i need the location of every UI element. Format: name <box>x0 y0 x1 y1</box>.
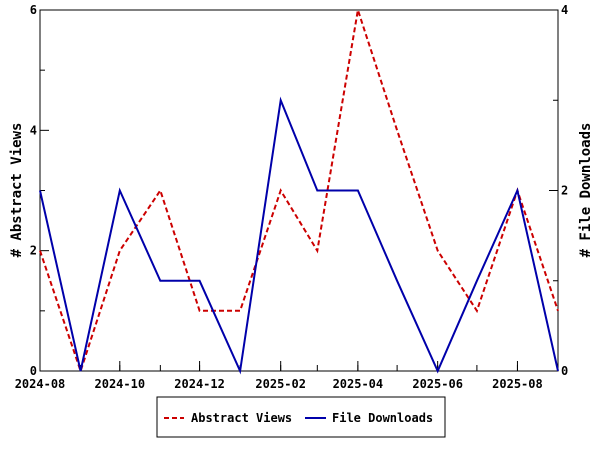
y2-tick-label: 4 <box>561 3 568 17</box>
legend-box <box>156 396 446 438</box>
legend-label-file-downloads: File Downloads <box>332 411 433 425</box>
x-tick-label: 2025-04 <box>333 377 384 391</box>
y2-tick-label: 2 <box>561 184 568 198</box>
x-tick-label: 2024-10 <box>95 377 146 391</box>
y-tick-label: 2 <box>30 244 37 258</box>
x-tick-label: 2025-08 <box>492 377 543 391</box>
y-axis-label: # Abstract Views <box>9 123 25 258</box>
y-tick-label: 4 <box>30 123 37 137</box>
x-tick-label: 2025-02 <box>255 377 306 391</box>
y-tick-label: 6 <box>30 3 37 17</box>
x-tick-label: 2024-12 <box>174 377 225 391</box>
x-tick-label: 2024-08 <box>15 377 66 391</box>
plot-frame <box>39 9 559 372</box>
x-tick-label: 2025-06 <box>412 377 463 391</box>
y2-tick-label: 0 <box>561 364 568 378</box>
legend-label-abstract-views: Abstract Views <box>191 411 292 425</box>
series-line-abstract-views <box>39 9 559 375</box>
y2-axis-label: # File Downloads <box>578 123 594 258</box>
series-line-file-downloads <box>39 96 559 375</box>
legend: Abstract Views File Downloads <box>156 396 446 438</box>
y-tick-label: 0 <box>30 364 37 378</box>
